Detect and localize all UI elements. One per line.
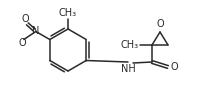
Text: O: O xyxy=(21,13,28,23)
Text: CH₃: CH₃ xyxy=(59,8,77,18)
Text: O: O xyxy=(155,19,163,29)
Text: CH₃: CH₃ xyxy=(120,40,138,50)
Text: NH: NH xyxy=(120,64,135,74)
Text: N: N xyxy=(32,27,39,37)
Text: O: O xyxy=(170,62,178,72)
Text: O: O xyxy=(18,38,25,48)
